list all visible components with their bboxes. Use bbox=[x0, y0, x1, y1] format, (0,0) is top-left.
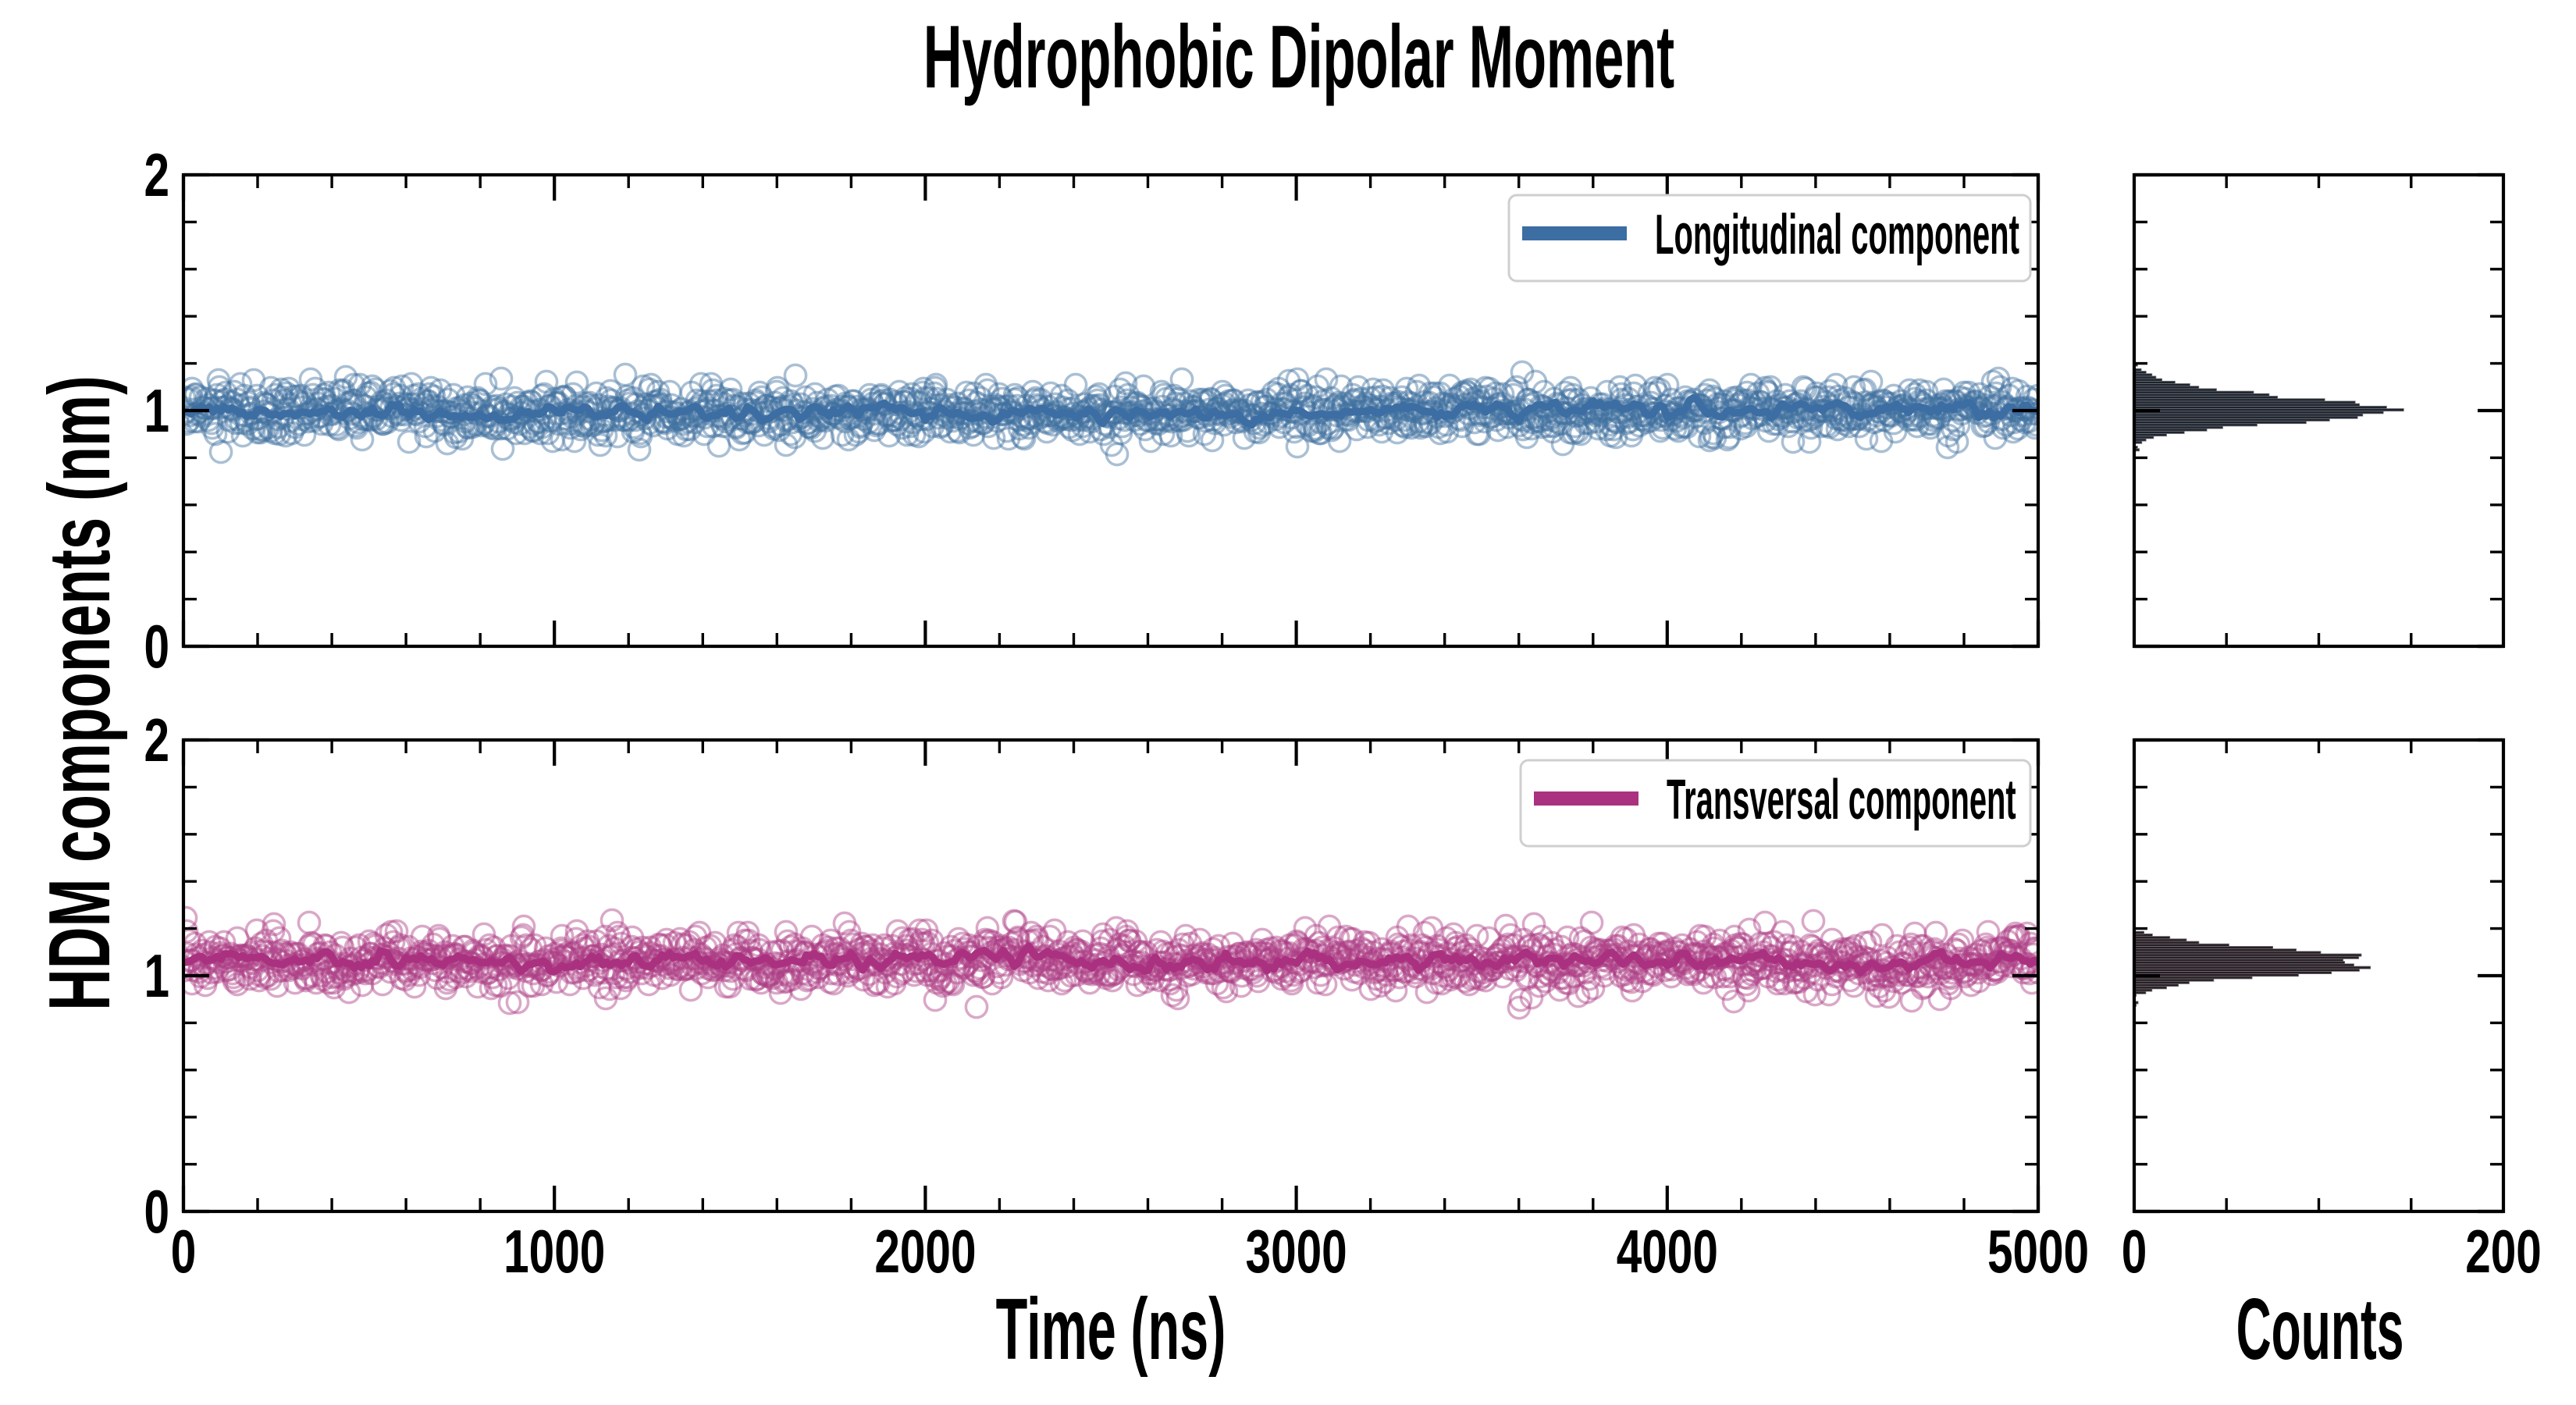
svg-text:Transversal component: Transversal component bbox=[1667, 769, 2016, 831]
svg-text:2: 2 bbox=[144, 706, 169, 774]
svg-text:0: 0 bbox=[2122, 1218, 2147, 1286]
svg-text:1: 1 bbox=[144, 377, 169, 445]
svg-text:Hydrophobic Dipolar Moment: Hydrophobic Dipolar Moment bbox=[923, 7, 1674, 106]
svg-text:200: 200 bbox=[2465, 1218, 2542, 1286]
svg-text:4000: 4000 bbox=[1617, 1218, 1718, 1286]
svg-text:1: 1 bbox=[144, 942, 169, 1010]
svg-text:0: 0 bbox=[144, 613, 169, 681]
svg-text:Longitudinal component: Longitudinal component bbox=[1655, 204, 2019, 266]
svg-text:0: 0 bbox=[171, 1218, 197, 1286]
svg-text:Time (ns): Time (ns) bbox=[996, 1282, 1226, 1378]
svg-text:5000: 5000 bbox=[1987, 1218, 2089, 1286]
svg-text:3000: 3000 bbox=[1246, 1218, 1347, 1286]
svg-text:1000: 1000 bbox=[503, 1218, 605, 1286]
svg-text:Counts: Counts bbox=[2236, 1281, 2404, 1378]
svg-text:2: 2 bbox=[144, 141, 169, 209]
svg-text:HDM components (nm): HDM components (nm) bbox=[31, 375, 129, 1011]
svg-text:2000: 2000 bbox=[874, 1218, 976, 1286]
svg-text:0: 0 bbox=[144, 1178, 169, 1246]
